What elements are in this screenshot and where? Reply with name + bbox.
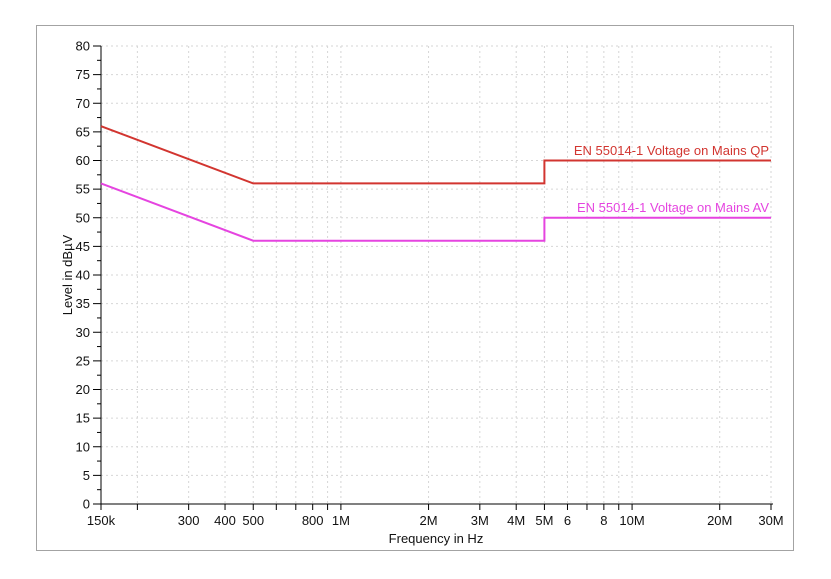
x-tick-labels: 150k 300 400 500 800 1M 2M 3M 4M 5M 6 8 10M 20M 30M xyxy=(87,513,784,528)
x-tick-label: 150k xyxy=(87,513,116,528)
x-tick-label: 10M xyxy=(619,513,644,528)
y-tick-label: 80 xyxy=(76,39,90,54)
y-tick-label: 40 xyxy=(76,268,90,283)
y-tick-label: 75 xyxy=(76,67,90,82)
y-tick-label: 5 xyxy=(83,468,90,483)
y-ticks xyxy=(93,45,101,505)
x-tick-label: 3M xyxy=(471,513,489,528)
x-axis-title: Frequency in Hz xyxy=(388,531,484,546)
y-tick-label: 20 xyxy=(76,382,90,397)
limit-line-qp xyxy=(100,125,771,185)
y-tick-label: 15 xyxy=(76,411,90,426)
chart-panel: 0 5 10 15 20 25 30 35 40 45 50 55 60 65 70 75 80 150k 300 4… xyxy=(36,25,794,551)
x-tick-label: 300 xyxy=(178,513,200,528)
limit-line-av xyxy=(100,182,771,242)
y-tick-label: 60 xyxy=(76,153,90,168)
series-label-qp: EN 55014-1 Voltage on Mains QP xyxy=(573,142,769,158)
series-lines xyxy=(100,125,771,242)
y-tick-labels: 0 5 10 15 20 25 30 35 40 45 50 55 60 65 70 75 80 xyxy=(76,39,90,512)
y-axis-title: Level in dBµV xyxy=(60,234,75,316)
x-tick-label: 4M xyxy=(507,513,525,528)
grid-lines xyxy=(101,45,772,504)
x-tick-label: 6 xyxy=(564,513,571,528)
x-tick-label: 1M xyxy=(332,513,350,528)
x-tick-label: 800 xyxy=(302,513,324,528)
y-tick-label: 50 xyxy=(76,210,90,225)
y-tick-label: 45 xyxy=(76,239,90,254)
limit-line-chart: 0 5 10 15 20 25 30 35 40 45 50 55 60 65 70 75 80 150k 300 4… xyxy=(76,39,784,529)
x-tick-label: 2M xyxy=(420,513,438,528)
x-ticks xyxy=(100,504,772,510)
x-tick-label: 20M xyxy=(707,513,732,528)
y-tick-label: 25 xyxy=(76,353,90,368)
x-tick-label: 500 xyxy=(242,513,264,528)
x-tick-label: 5M xyxy=(535,513,553,528)
x-tick-label: 400 xyxy=(214,513,236,528)
y-tick-label: 10 xyxy=(76,439,90,454)
y-tick-label: 35 xyxy=(76,296,90,311)
y-tick-label: 30 xyxy=(76,325,90,340)
series-label-av: EN 55014-1 Voltage on Mains AV xyxy=(577,199,769,215)
y-tick-label: 70 xyxy=(76,96,90,111)
y-tick-label: 55 xyxy=(76,182,90,197)
x-tick-label: 30M xyxy=(758,513,783,528)
y-tick-label: 65 xyxy=(76,124,90,139)
y-tick-label: 0 xyxy=(83,497,90,512)
x-tick-label: 8 xyxy=(600,513,607,528)
